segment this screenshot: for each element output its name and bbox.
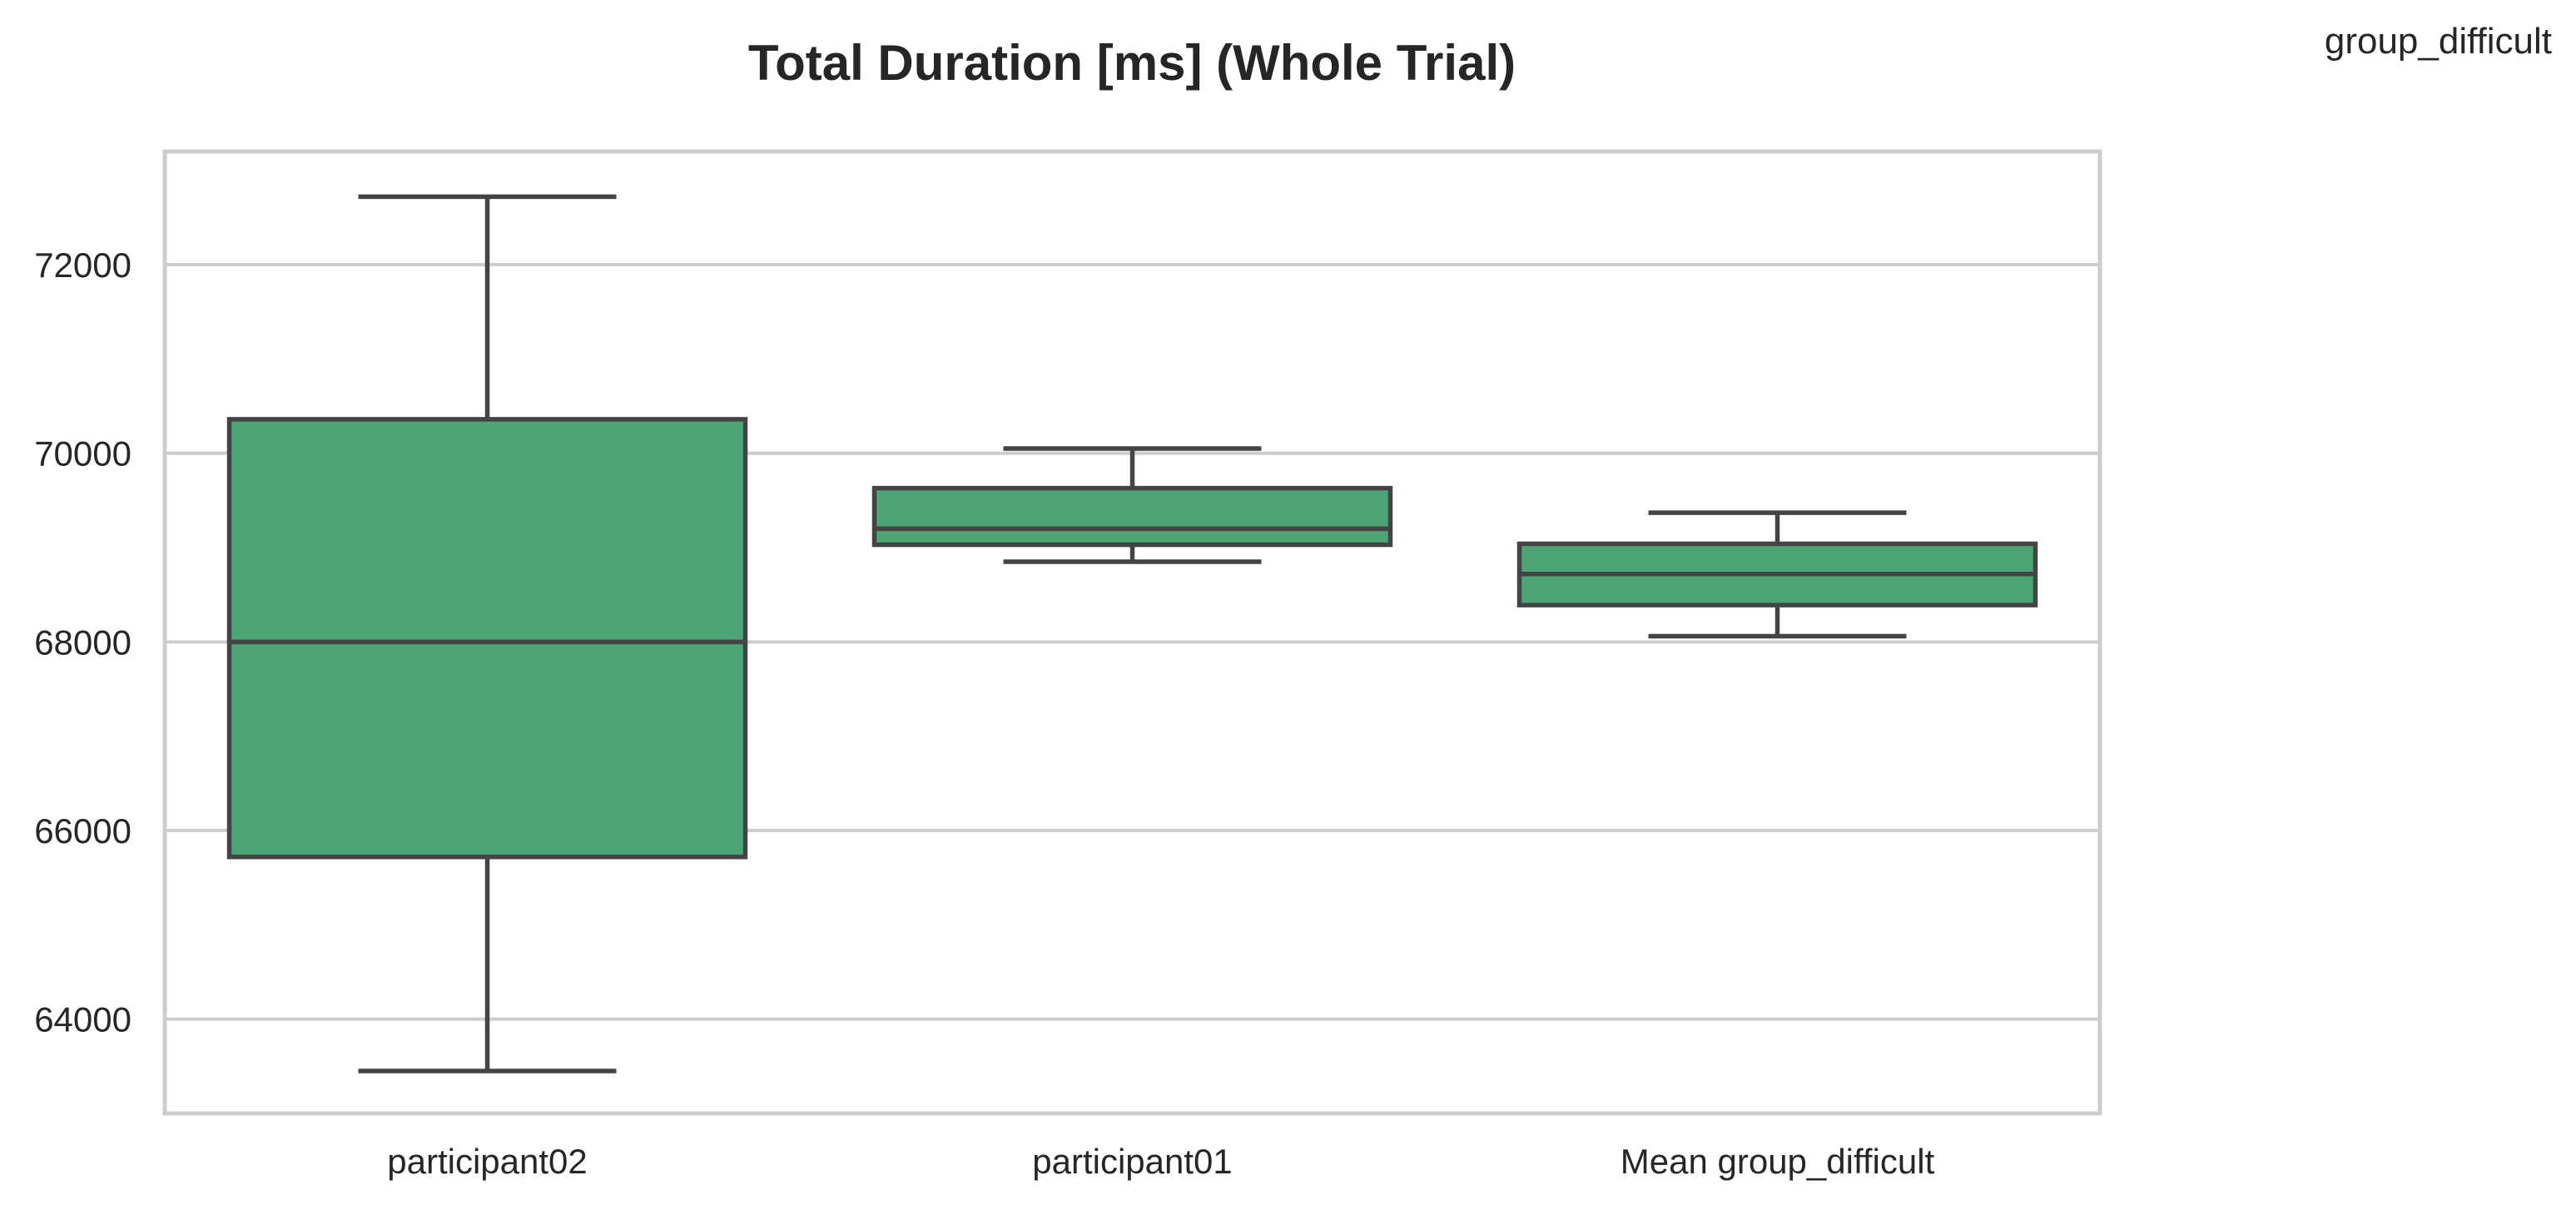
box-mean-group_difficult <box>1516 510 2038 639</box>
chart-title: Total Duration [ms] (Whole Trial) <box>748 35 1516 91</box>
y-tick-label: 72000 <box>34 245 132 285</box>
y-axis-tick-labels: 64000 66000 68000 70000 72000 <box>34 245 132 1039</box>
y-tick-label: 68000 <box>34 622 132 662</box>
figure-group-label: group_difficult <box>2325 21 2552 62</box>
iqr-box <box>871 485 1393 548</box>
plot-area-frame <box>162 149 2102 1116</box>
x-tick-label: Mean group_difficult <box>1621 1142 1935 1181</box>
box-series <box>226 194 2038 1074</box>
y-tick-label: 70000 <box>34 434 132 474</box>
x-tick-label: participant02 <box>387 1142 588 1181</box>
box-participant02 <box>226 194 748 1074</box>
y-tick-label: 66000 <box>34 811 132 850</box>
x-tick-label: participant01 <box>1032 1142 1233 1181</box>
iqr-box <box>226 417 748 860</box>
y-tick-label: 64000 <box>34 1000 132 1039</box>
box-participant01 <box>871 446 1393 564</box>
x-axis-tick-labels: participant02 participant01 Mean group_dif… <box>387 1142 1934 1181</box>
